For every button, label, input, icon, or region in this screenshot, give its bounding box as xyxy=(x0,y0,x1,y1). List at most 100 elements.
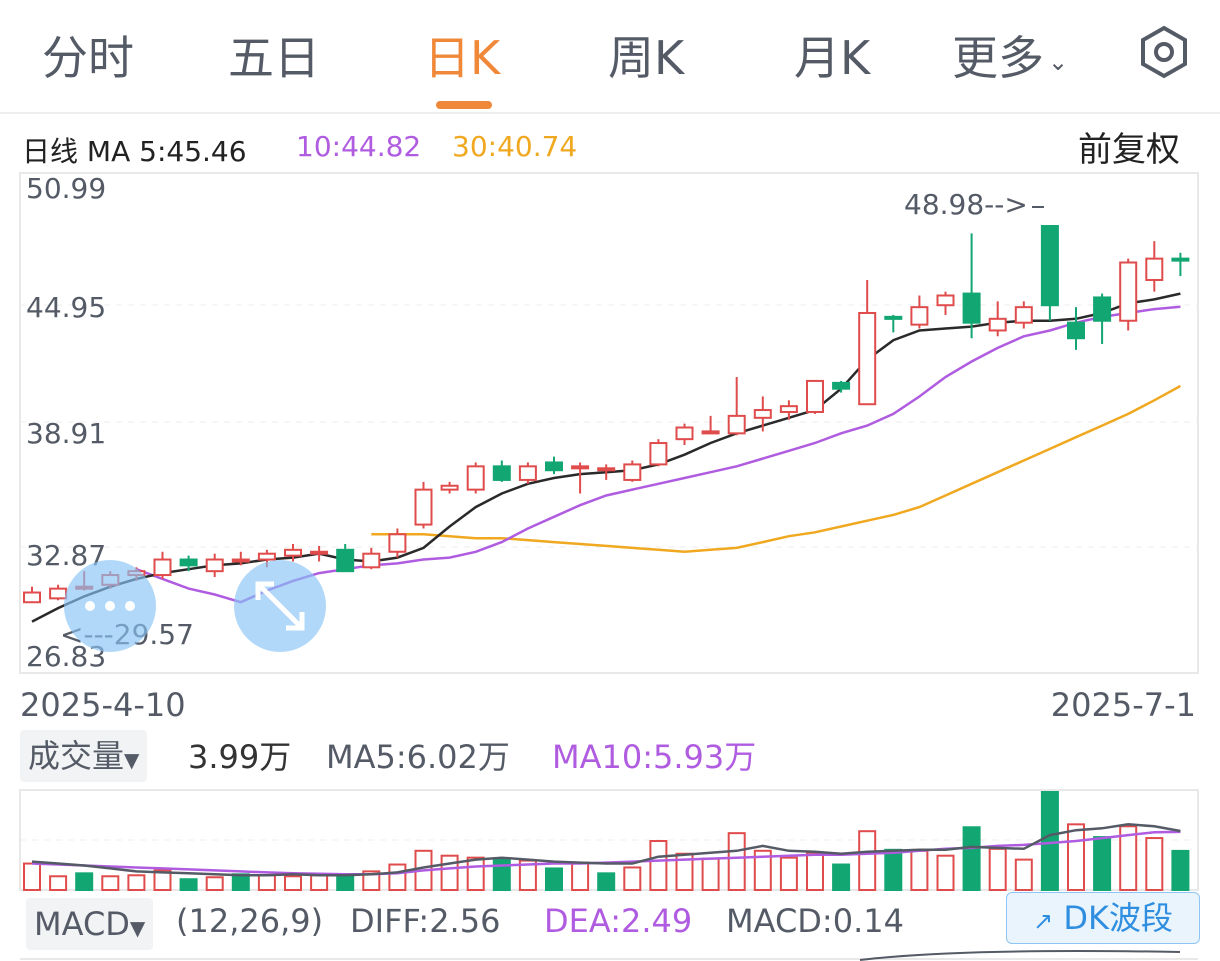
dk-wave-button[interactable]: ↗ DK波段 xyxy=(1006,892,1200,944)
start-date-label: 2025-4-10 xyxy=(20,686,186,724)
price-panel-frame xyxy=(19,172,1199,674)
settings-hexagon-icon[interactable] xyxy=(1138,24,1190,80)
volume-value: 3.99万 xyxy=(188,738,292,776)
candle-down xyxy=(962,292,981,324)
macd-diff: DIFF:2.56 xyxy=(350,902,501,940)
volume-bar-up xyxy=(257,874,276,891)
volume-bar-up xyxy=(23,862,41,891)
volume-bar-up xyxy=(936,854,955,892)
candle-up xyxy=(414,488,433,526)
volume-bar-up xyxy=(753,849,772,891)
ma10-value: 10:44.82 xyxy=(296,130,422,163)
dots-icon xyxy=(85,601,135,611)
volume-bar-up xyxy=(623,866,642,892)
caret-down-icon: ▼ xyxy=(129,916,146,940)
kline-chart[interactable]: 50.99 44.95 38.91 32.87 26.83 48.98--> <… xyxy=(0,170,1220,961)
volume-ma-lines xyxy=(31,823,1181,877)
volume-bar-up xyxy=(858,830,877,892)
candle-up xyxy=(362,552,381,569)
candle-up xyxy=(284,548,302,557)
candle-up xyxy=(257,552,276,561)
candle-up xyxy=(1119,261,1138,322)
expand-arrows-icon xyxy=(255,581,305,631)
candle-up xyxy=(649,442,668,466)
volume-bar-up xyxy=(284,875,302,892)
tab-five-day[interactable]: 五日 xyxy=(228,31,320,85)
candle-up xyxy=(153,558,172,577)
volume-bar-up xyxy=(1067,823,1085,892)
macd-diff-line xyxy=(859,950,1181,961)
volume-bar-up xyxy=(1119,825,1138,891)
candle-up xyxy=(727,414,746,435)
volume-bar-up xyxy=(779,856,798,891)
adjust-mode-button[interactable]: 前复权 xyxy=(1078,130,1180,170)
volume-bar-up xyxy=(988,847,1007,892)
tab-weekly-k[interactable]: 周K xyxy=(608,31,685,85)
more-options-control[interactable] xyxy=(64,560,156,652)
volume-bar-down xyxy=(962,826,981,892)
chevron-down-icon: ⌄ xyxy=(1048,47,1069,76)
volume-bar-up xyxy=(649,840,668,891)
candle-up xyxy=(231,558,250,563)
ma30-line xyxy=(371,384,1182,554)
candle-up xyxy=(701,430,720,435)
max-price-annotation: 48.98--> xyxy=(904,188,1028,221)
candle-up xyxy=(1145,257,1164,281)
volume-bar-up xyxy=(727,832,746,891)
volume-bar-up xyxy=(310,874,329,891)
active-tab-indicator xyxy=(436,101,492,109)
ma30-value: 30:40.74 xyxy=(452,130,578,163)
volume-bar-up xyxy=(362,870,381,892)
candle-up xyxy=(23,591,41,604)
macd-indicator-select[interactable]: MACD▼ xyxy=(26,898,154,950)
volume-bar-down xyxy=(832,863,851,892)
candle-down xyxy=(1093,296,1112,322)
candle-down xyxy=(492,465,511,481)
tab-more[interactable]: 更多 ⌄ xyxy=(952,22,1068,88)
candle-up xyxy=(623,463,642,481)
candle-up xyxy=(518,465,537,481)
volume-bar-down xyxy=(492,857,511,892)
tab-daily-k[interactable]: 日K xyxy=(424,31,501,85)
dk-wave-label: DK波段 xyxy=(1063,899,1173,937)
caret-down-icon: ▼ xyxy=(124,748,140,772)
volume-bar-down xyxy=(597,872,616,892)
y-tick-label: 38.91 xyxy=(26,417,106,450)
volume-bar-down xyxy=(1093,836,1112,892)
volume-bar-up xyxy=(101,875,120,892)
candle-up xyxy=(388,533,407,553)
ma-prefix: MA xyxy=(86,135,131,168)
trend-icon: ↗ xyxy=(1033,907,1054,935)
volume-bar-up xyxy=(466,856,485,891)
volume-bar-up xyxy=(701,857,720,892)
volume-bar-up xyxy=(571,861,590,891)
volume-bar-down xyxy=(1040,791,1059,891)
fullscreen-control[interactable] xyxy=(234,560,326,652)
tab-monthly-k[interactable]: 月K xyxy=(794,31,871,85)
volume-bar-up xyxy=(205,876,224,892)
ma5-value: 5:45.46 xyxy=(139,135,247,168)
candle-up xyxy=(597,467,616,472)
volume-bar-up xyxy=(1145,837,1164,891)
candle-up xyxy=(936,294,955,307)
volume-indicator-select[interactable]: 成交量▼ xyxy=(20,730,148,782)
candle-up xyxy=(779,405,798,413)
volume-bar-up xyxy=(1014,858,1033,891)
volume-ma5-line xyxy=(31,823,1181,877)
volume-bar-down xyxy=(545,867,563,892)
candle-down xyxy=(336,548,355,573)
candle-down xyxy=(884,315,903,320)
volume-bar-down xyxy=(1171,849,1190,892)
period-label: 日线 xyxy=(22,135,79,168)
candle-up xyxy=(806,379,824,413)
candle-up xyxy=(440,484,459,491)
volume-bar-down xyxy=(231,873,250,892)
volume-bar-down xyxy=(884,848,903,892)
ma-legend: 日线 MA 5:45.46 xyxy=(22,130,247,170)
candle-up xyxy=(753,409,772,419)
tab-intraday[interactable]: 分时 xyxy=(42,31,134,85)
candle-down xyxy=(1040,225,1059,307)
candle-up xyxy=(675,426,694,441)
volume-bar-up xyxy=(910,849,929,891)
candle-down xyxy=(179,558,198,567)
